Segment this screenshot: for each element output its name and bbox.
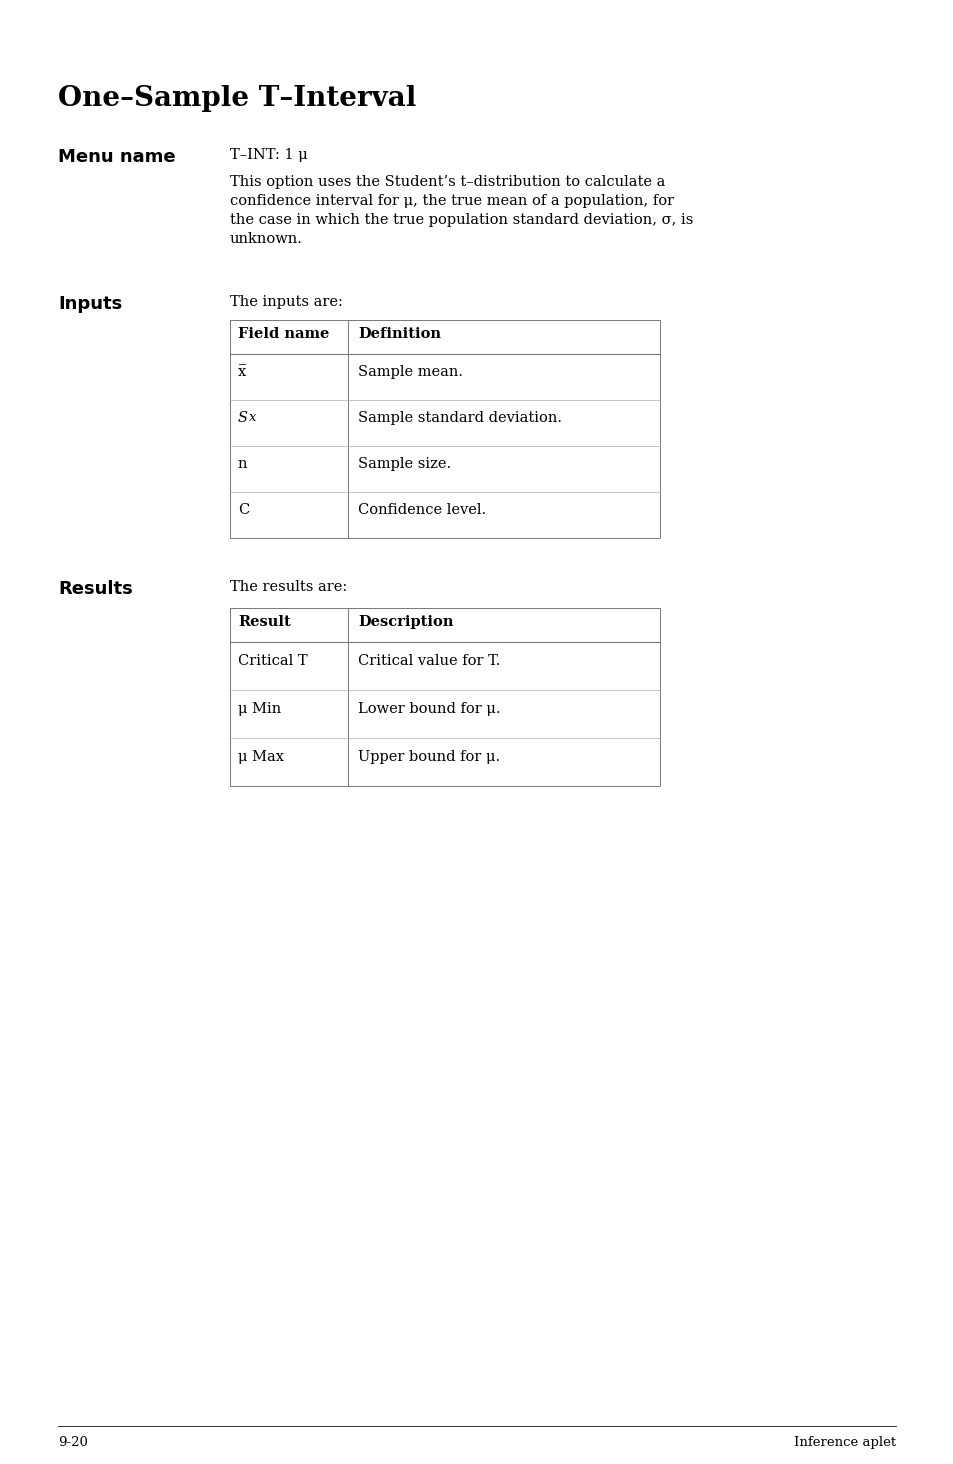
Text: S: S [237, 411, 248, 425]
Bar [230, 608, 659, 786]
Text: μ Min: μ Min [237, 703, 281, 716]
Text: Sample size.: Sample size. [357, 457, 451, 471]
Text: μ Max: μ Max [237, 750, 284, 764]
Text: Inference aplet: Inference aplet [793, 1436, 895, 1449]
Text: The results are:: The results are: [230, 580, 347, 594]
Text: unknown.: unknown. [230, 231, 302, 246]
Text: Result: Result [237, 615, 291, 630]
Text: Sample standard deviation.: Sample standard deviation. [357, 411, 561, 425]
Text: the case in which the true population standard deviation, σ, is: the case in which the true population st… [230, 212, 693, 227]
Text: The inputs are:: The inputs are: [230, 296, 342, 309]
Text: C: C [237, 504, 249, 517]
Text: n: n [237, 457, 247, 471]
Text: Lower bound for μ.: Lower bound for μ. [357, 703, 500, 716]
Text: This option uses the Student’s t–distribution to calculate a: This option uses the Student’s t–distrib… [230, 176, 664, 189]
Text: Critical value for T.: Critical value for T. [357, 654, 500, 668]
Text: Sample mean.: Sample mean. [357, 365, 462, 379]
Text: Upper bound for μ.: Upper bound for μ. [357, 750, 499, 764]
Text: Critical T: Critical T [237, 654, 307, 668]
Text: Menu name: Menu name [58, 148, 175, 165]
Text: Inputs: Inputs [58, 296, 122, 313]
Text: Description: Description [357, 615, 453, 630]
Text: Results: Results [58, 580, 132, 597]
Text: Field name: Field name [237, 326, 329, 341]
Text: confidence interval for μ, the true mean of a population, for: confidence interval for μ, the true mean… [230, 195, 674, 208]
Text: x: x [249, 411, 256, 425]
Bar [230, 321, 659, 537]
Text: One–Sample T–Interval: One–Sample T–Interval [58, 85, 416, 113]
Text: T–INT: 1 μ: T–INT: 1 μ [230, 148, 308, 163]
Text: Definition: Definition [357, 326, 440, 341]
Text: 9-20: 9-20 [58, 1436, 88, 1449]
Text: x̅: x̅ [237, 365, 246, 379]
Text: Confidence level.: Confidence level. [357, 504, 486, 517]
